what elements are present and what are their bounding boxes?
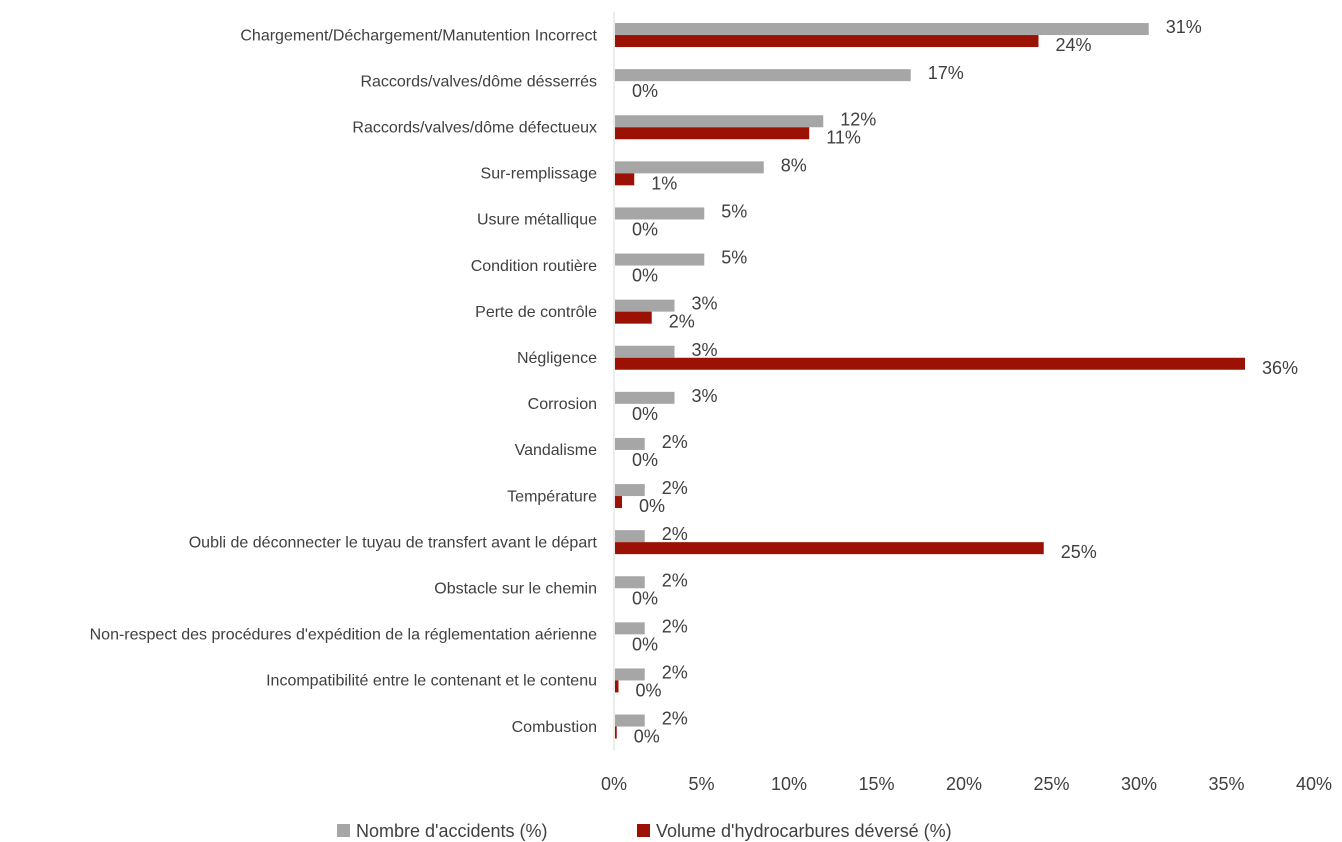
- label-accidents-non-respect-des-procedures-d-expedition-de-la-reglementation-aerienne: 2%: [662, 616, 688, 636]
- label-volume-raccords-valves-dome-desserres: 0%: [632, 81, 658, 101]
- label-accidents-chargement-dechargement-manutention-incorrect: 31%: [1166, 17, 1202, 37]
- bar-accidents-sur-remplissage: [615, 161, 764, 174]
- category-label-corrosion: Corrosion: [528, 396, 597, 413]
- bar-accidents-usure-metallique: [615, 207, 705, 220]
- bar-volume-combustion: [615, 726, 617, 739]
- category-label-oubli-de-deconnecter-le-tuyau-de-transfert-avant-le-depart: Oubli de déconnecter le tuyau de transfe…: [189, 534, 598, 551]
- bar-accidents-obstacle-sur-le-chemin: [615, 576, 645, 589]
- category-label-raccords-valves-dome-desserres: Raccords/valves/dôme désserrés: [360, 73, 597, 90]
- label-accidents-vandalisme: 2%: [662, 432, 688, 452]
- label-accidents-combustion: 2%: [662, 709, 688, 729]
- data-labels: 31%24%17%0%12%11%8%1%5%0%5%0%3%2%3%36%3%…: [632, 17, 1298, 747]
- bar-accidents-raccords-valves-dome-defectueux: [615, 115, 824, 128]
- category-label-negligence: Négligence: [517, 350, 597, 367]
- label-volume-condition-routiere: 0%: [632, 266, 658, 286]
- x-tick-6: 30%: [1121, 774, 1157, 794]
- x-tick-labels: 0% 5% 10% 15% 20% 25% 30% 35% 40%: [601, 774, 1332, 794]
- bar-accidents-combustion: [615, 714, 645, 727]
- bar-volume-temperature: [615, 496, 622, 509]
- label-accidents-incompatibilite-entre-le-contenant-et-le-contenu: 2%: [662, 662, 688, 682]
- x-tick-7: 35%: [1208, 774, 1244, 794]
- label-volume-obstacle-sur-le-chemin: 0%: [632, 588, 658, 608]
- label-accidents-usure-metallique: 5%: [721, 201, 747, 221]
- legend-label-accidents: Nombre d'accidents (%): [356, 821, 548, 841]
- category-label-non-respect-des-procedures-d-expedition-de-la-reglementation-aerienne: Non-respect des procédures d'expédition …: [90, 627, 597, 644]
- label-accidents-perte-de-controle: 3%: [692, 294, 718, 314]
- category-label-combustion: Combustion: [512, 719, 597, 736]
- x-tick-4: 20%: [946, 774, 982, 794]
- label-volume-vandalisme: 0%: [632, 450, 658, 470]
- category-label-perte-de-controle: Perte de contrôle: [475, 304, 597, 321]
- bar-accidents-negligence: [615, 345, 675, 358]
- bar-accidents-perte-de-controle: [615, 299, 675, 312]
- bar-volume-oubli-de-deconnecter-le-tuyau-de-transfert-avant-le-depart: [615, 542, 1044, 555]
- bar-volume-incompatibilite-entre-le-contenant-et-le-contenu: [615, 680, 619, 693]
- x-tick-5: 25%: [1033, 774, 1069, 794]
- bar-volume-chargement-dechargement-manutention-incorrect: [615, 35, 1039, 48]
- label-volume-usure-metallique: 0%: [632, 219, 658, 239]
- category-label-chargement-dechargement-manutention-incorrect: Chargement/Déchargement/Manutention Inco…: [240, 27, 597, 44]
- label-volume-sur-remplissage: 1%: [651, 173, 677, 193]
- label-volume-perte-de-controle: 2%: [669, 312, 695, 332]
- x-tick-1: 5%: [688, 774, 714, 794]
- label-volume-combustion: 0%: [634, 727, 660, 747]
- label-accidents-oubli-de-deconnecter-le-tuyau-de-transfert-avant-le-depart: 2%: [662, 524, 688, 544]
- legend-swatch-accidents: [337, 824, 350, 837]
- label-volume-temperature: 0%: [639, 496, 665, 516]
- label-volume-chargement-dechargement-manutention-incorrect: 24%: [1056, 35, 1092, 55]
- category-label-incompatibilite-entre-le-contenant-et-le-contenu: Incompatibilité entre le contenant et le…: [266, 673, 597, 690]
- bar-volume-negligence: [615, 357, 1245, 370]
- bar-volume-perte-de-controle: [615, 311, 652, 324]
- label-accidents-negligence: 3%: [692, 340, 718, 360]
- bar-volume-raccords-valves-dome-defectueux: [615, 127, 810, 140]
- bar-accidents-incompatibilite-entre-le-contenant-et-le-contenu: [615, 668, 645, 681]
- bar-accidents-vandalisme: [615, 437, 645, 450]
- label-accidents-temperature: 2%: [662, 478, 688, 498]
- category-labels: Chargement/Déchargement/Manutention Inco…: [90, 27, 598, 736]
- bars: [615, 23, 1245, 739]
- category-label-temperature: Température: [507, 488, 597, 505]
- label-volume-corrosion: 0%: [632, 404, 658, 424]
- x-tick-2: 10%: [771, 774, 807, 794]
- bar-accidents-raccords-valves-dome-desserres: [615, 69, 911, 82]
- bar-accidents-condition-routiere: [615, 253, 705, 266]
- legend-swatch-volume: [637, 824, 650, 837]
- label-volume-oubli-de-deconnecter-le-tuyau-de-transfert-avant-le-depart: 25%: [1061, 542, 1097, 562]
- label-accidents-raccords-valves-dome-desserres: 17%: [928, 63, 964, 83]
- category-label-condition-routiere: Condition routière: [471, 258, 597, 275]
- label-accidents-raccords-valves-dome-defectueux: 12%: [840, 109, 876, 129]
- category-label-sur-remplissage: Sur-remplissage: [481, 166, 598, 183]
- bar-accidents-non-respect-des-procedures-d-expedition-de-la-reglementation-aerienne: [615, 622, 645, 635]
- legend-label-volume: Volume d'hydrocarbures déversé (%): [656, 821, 952, 841]
- label-accidents-sur-remplissage: 8%: [781, 155, 807, 175]
- bar-accidents-chargement-dechargement-manutention-incorrect: [615, 23, 1149, 36]
- bar-accidents-corrosion: [615, 391, 675, 404]
- label-accidents-obstacle-sur-le-chemin: 2%: [662, 570, 688, 590]
- label-accidents-condition-routiere: 5%: [721, 248, 747, 268]
- x-tick-3: 15%: [858, 774, 894, 794]
- label-volume-raccords-valves-dome-defectueux: 11%: [826, 127, 861, 147]
- x-tick-8: 40%: [1296, 774, 1332, 794]
- bar-accidents-oubli-de-deconnecter-le-tuyau-de-transfert-avant-le-depart: [615, 530, 645, 543]
- category-label-usure-metallique: Usure métallique: [477, 212, 597, 229]
- legend: Nombre d'accidents (%) Volume d'hydrocar…: [337, 821, 952, 841]
- x-tick-0: 0%: [601, 774, 627, 794]
- label-volume-negligence: 36%: [1262, 358, 1298, 378]
- category-label-vandalisme: Vandalisme: [515, 442, 598, 459]
- label-accidents-corrosion: 3%: [692, 386, 718, 406]
- label-volume-non-respect-des-procedures-d-expedition-de-la-reglementation-aerienne: 0%: [632, 634, 658, 654]
- category-label-raccords-valves-dome-defectueux: Raccords/valves/dôme défectueux: [352, 119, 597, 136]
- label-volume-incompatibilite-entre-le-contenant-et-le-contenu: 0%: [636, 680, 662, 700]
- bar-accidents-temperature: [615, 484, 645, 497]
- category-label-obstacle-sur-le-chemin: Obstacle sur le chemin: [434, 580, 597, 597]
- bar-volume-sur-remplissage: [615, 173, 635, 186]
